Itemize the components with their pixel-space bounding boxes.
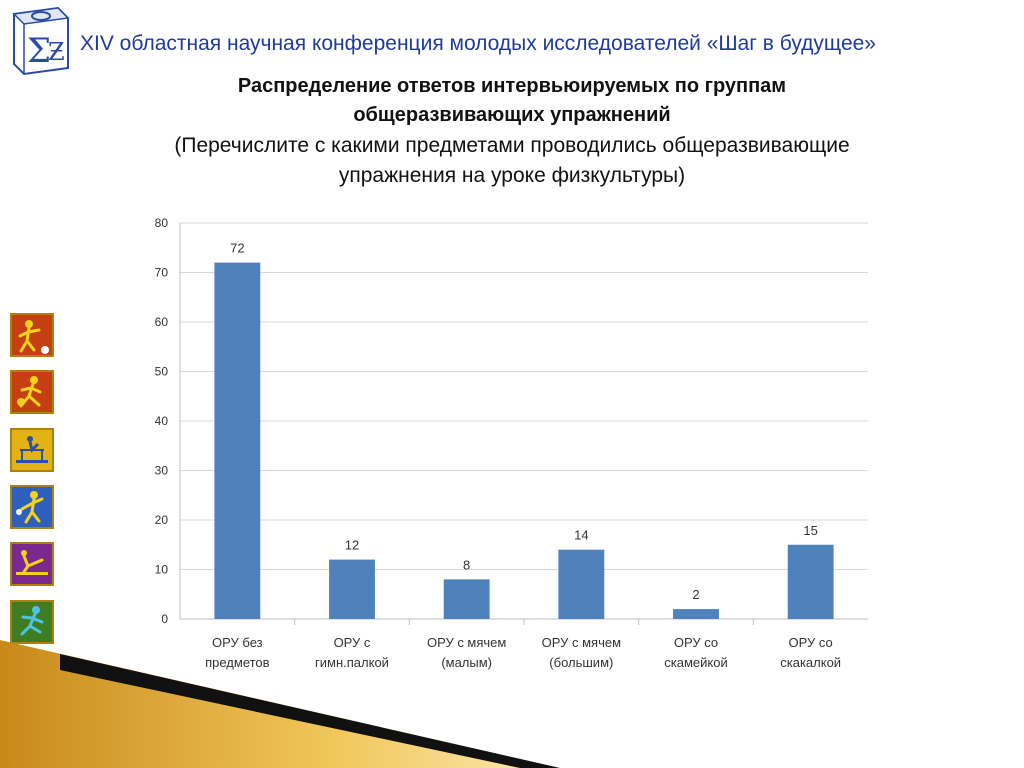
- slide-question-line-2: упражнения на уроке физкультуры): [338, 164, 686, 187]
- figure-kick-icon: [10, 542, 54, 586]
- category-label: ОРУ без: [212, 635, 263, 650]
- bar-chart: 0 10 20 30 40 50 60 70 80 72 ОРУ без предметов 12 ОРУ…: [155, 216, 868, 670]
- category-label: скамейкой: [664, 655, 727, 670]
- bar: [443, 579, 490, 619]
- figure-gymnast-icon: [10, 428, 54, 472]
- data-label: 14: [574, 528, 588, 543]
- figure-tennis-icon: [10, 485, 54, 529]
- data-label: 72: [230, 241, 244, 256]
- slide-title-line-1: Распределение ответов интервьюируемых по…: [237, 75, 787, 97]
- data-label: 15: [803, 523, 817, 538]
- figure-jump-icon: [10, 600, 54, 644]
- svg-text:Ƶ: Ƶ: [48, 38, 65, 66]
- figure-runner-icon: [10, 370, 54, 414]
- figure-ball-icon: [10, 313, 54, 357]
- category-label: ОРУ с мячем: [542, 635, 621, 650]
- category-label: ОРУ со: [674, 635, 718, 650]
- data-label: 12: [345, 538, 359, 553]
- category-label: ОРУ с мячем: [427, 635, 506, 650]
- svg-text:Σ: Σ: [27, 31, 51, 71]
- bar: [787, 544, 834, 619]
- y-tick-label: 60: [155, 315, 169, 329]
- category-label: ОРУ с: [334, 635, 371, 650]
- conference-title: XIV областная научная конференция молоды…: [80, 32, 876, 55]
- bar: [558, 549, 605, 619]
- category-label: (большим): [549, 655, 613, 670]
- y-tick-label: 50: [155, 365, 169, 379]
- y-tick-label: 70: [155, 266, 169, 280]
- y-tick-label: 40: [155, 414, 169, 428]
- slide-title: Распределение ответов интервьюируемых по…: [100, 72, 924, 130]
- y-tick-label: 0: [161, 612, 168, 626]
- bar: [214, 262, 261, 619]
- bar: [329, 559, 375, 619]
- y-tick-label: 80: [155, 216, 169, 230]
- slide-question-line-1: (Перечислите с какими предметами проводи…: [174, 134, 850, 157]
- category-label: (малым): [441, 655, 492, 670]
- data-label: 8: [463, 557, 470, 572]
- data-label: 2: [692, 587, 699, 602]
- y-tick-label: 30: [155, 464, 169, 478]
- y-tick-label: 20: [155, 513, 169, 527]
- y-tick-label: 10: [155, 563, 169, 577]
- decorative-swoosh: [0, 640, 560, 768]
- conference-logo: Σ Ƶ: [12, 6, 70, 76]
- slide-question: (Перечислите с какими предметами проводи…: [60, 131, 964, 191]
- category-label: гимн.палкой: [315, 655, 389, 670]
- slide-title-line-2: общеразвивающих упражнений: [353, 104, 671, 126]
- category-label: предметов: [205, 655, 270, 670]
- category-label: ОРУ со: [789, 635, 833, 650]
- category-label: скакалкой: [780, 655, 841, 670]
- bar: [673, 609, 719, 619]
